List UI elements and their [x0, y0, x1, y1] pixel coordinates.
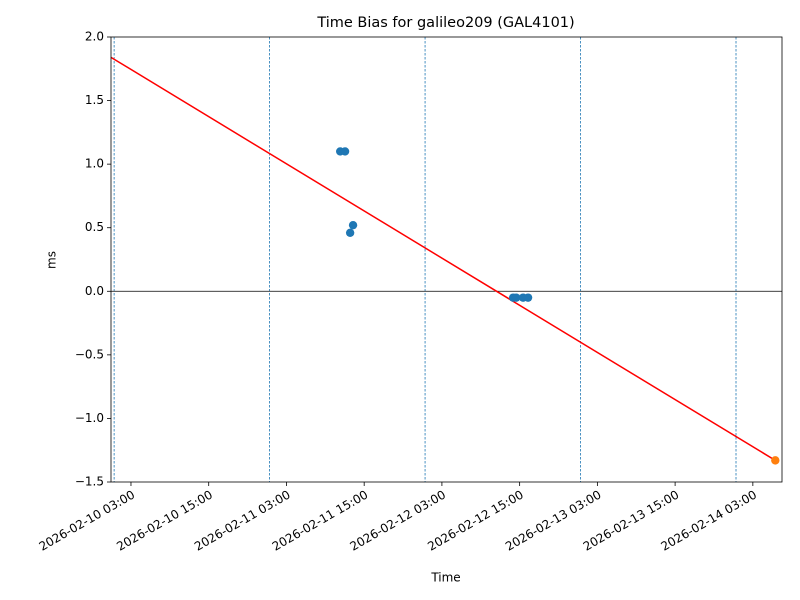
y-tick-label: −1.0 [75, 411, 104, 425]
y-tick-label: 2.0 [85, 30, 104, 44]
plot-frame [110, 36, 783, 483]
point [345, 228, 355, 237]
y-tick-label: −0.5 [75, 347, 104, 361]
chart-title: Time Bias for galileo209 (GAL4101) [316, 15, 574, 31]
point [340, 147, 350, 156]
y-tick-label: 1.0 [85, 157, 104, 171]
y-axis-label: ms [45, 251, 59, 269]
point [511, 293, 521, 302]
y-tick-label: 0.5 [85, 220, 104, 234]
x-axis-label: Time [430, 571, 460, 585]
point [348, 220, 358, 230]
y-tick-label: 1.5 [85, 93, 104, 107]
y-tick-label: 0.0 [85, 284, 104, 298]
point [523, 293, 533, 302]
point [771, 456, 780, 465]
y-tick-label: −1.5 [75, 475, 104, 489]
fit-line [110, 56, 776, 462]
